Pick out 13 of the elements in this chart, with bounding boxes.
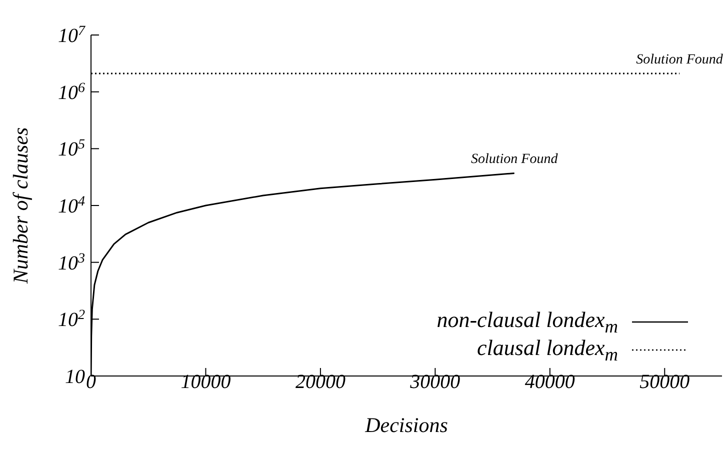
annotation: Solution Found [636, 52, 724, 68]
y-axis-title: Number of clauses [8, 127, 32, 285]
annotation: Solution Found [470, 152, 559, 168]
y-tick-label: 10$^{2}$ [58, 308, 85, 332]
y-tick-label: 10$^{5}$ [58, 137, 85, 161]
y-tick-label: 10$^{4}$ [58, 194, 85, 218]
y-tick-label: 10 [65, 366, 85, 388]
legend-label: clausal londex$_{m}$ [477, 334, 618, 366]
legend-label: non-clausal londex$_{m}$ [436, 306, 618, 336]
y-tick-label: 10$^{6}$ [58, 80, 85, 104]
y-tick-label: 10$^{3}$ [58, 250, 85, 274]
y-tick-label: 10$^{7}$ [58, 24, 86, 47]
x-axis-title: Decisions [364, 413, 448, 437]
